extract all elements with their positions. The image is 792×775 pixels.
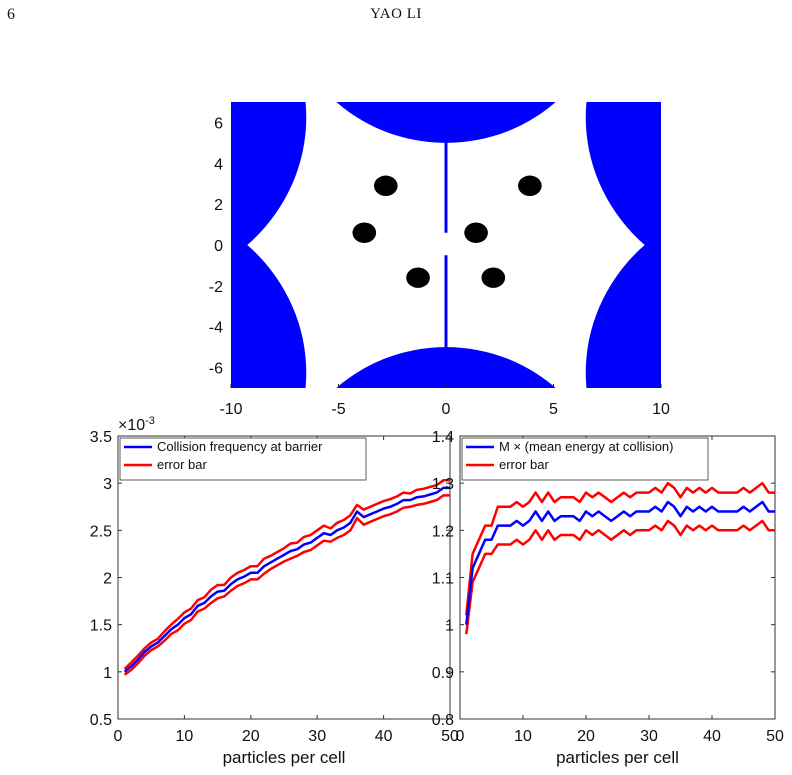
particle-5 [406,267,430,288]
y-tick-label: 2.5 [90,523,112,540]
y-tick-label: 0.5 [90,712,112,729]
x-tick-label: -10 [219,401,242,418]
x-tick-label: 20 [242,728,260,745]
legend-label: error bar [499,457,550,472]
running-title: YAO LI [370,6,422,22]
y-axis-exponent-power: -3 [145,415,155,427]
plot-lines [123,479,450,676]
series-line-2 [465,481,775,616]
legend: M × (mean energy at collision) error bar [461,437,709,481]
series-line-3 [123,494,450,676]
series-line-3 [465,519,775,635]
y-tick-label: 1.5 [90,618,112,635]
particle-6 [481,267,506,288]
particle-4 [464,222,488,243]
y-tick-label: 1.1 [432,571,454,588]
y-tick-label: 1 [103,665,112,682]
x-tick-label: 50 [441,728,459,745]
legend-label: error bar [157,457,208,472]
y-tick-label: 2 [214,197,223,214]
x-tick-label: 0 [442,401,451,418]
y-tick-label: 0.8 [432,712,454,729]
y-tick-label: 2 [103,571,112,588]
legend: Collision frequency at barrier error bar [119,437,367,481]
particle-3 [352,222,377,243]
mean-energy-plot: 0 10 20 30 40 500.80.911.11.21.31.4particles … [432,429,784,767]
x-tick-label: 20 [577,728,595,745]
domain-area [231,102,661,388]
x-tick-label: 30 [640,728,658,745]
x-tick-label: 10 [176,728,194,745]
scatterer-1 [336,102,556,143]
y-tick-label: 6 [214,115,223,132]
scatterer-3 [585,102,661,258]
scatterer-6 [231,232,307,388]
plot-frame [117,435,451,720]
collision-frequency-plot: 0 10 20 30 40 50 0.5 1 1.5 2 2.5 3 3.5 particles per … [90,415,459,767]
particle-2 [518,175,542,196]
series-line-2 [123,479,450,670]
x-tick-label: 0 [114,728,123,745]
x-tick-label: 30 [308,728,326,745]
y-tick-label: 1 [445,618,454,635]
series-line-1 [465,500,775,625]
scatterer-2 [336,347,556,388]
x-axis-label: particles per cell [223,748,346,767]
x-tick-label: 40 [375,728,393,745]
plot-lines [465,481,775,635]
y-tick-label: -2 [209,279,223,296]
x-tick-label: 10 [652,401,670,418]
x-tick-label: 0 [456,728,465,745]
y-tick-label: 0.9 [432,665,454,682]
domain-plot: -10 -5 0 5 10 6 4 2 0 -2 -4 -6 [209,102,670,418]
x-tick-label: 40 [703,728,721,745]
series-line-1 [123,486,450,673]
particle-1 [373,175,398,196]
legend-label: Collision frequency at barrier [157,439,323,454]
x-tick-label: 5 [549,401,558,418]
y-tick-label: -4 [209,320,223,337]
x-tick-label: -5 [331,401,345,418]
legend-box [461,437,709,481]
y-tick-label: 1.2 [432,523,454,540]
y-tick-label: -6 [209,361,223,378]
page-number: 6 [7,6,15,23]
x-tick-label: 50 [766,728,784,745]
y-tick-label: 4 [214,156,223,173]
y-tick-label: 3 [103,476,112,493]
y-tick-label: 1.3 [432,476,454,493]
plot-frame [459,435,776,720]
scatterer-4 [585,232,661,388]
legend-label: M × (mean energy at collision) [499,439,674,454]
x-axis-label: particles per cell [556,748,679,767]
y-tick-label: 1.4 [432,429,454,446]
scatterer-5 [231,102,307,258]
legend-box [119,437,367,481]
x-tick-label: 10 [514,728,532,745]
y-tick-label: 0 [214,238,223,255]
y-axis-exponent: ×10-3 [118,415,155,434]
y-tick-label: 3.5 [90,429,112,446]
